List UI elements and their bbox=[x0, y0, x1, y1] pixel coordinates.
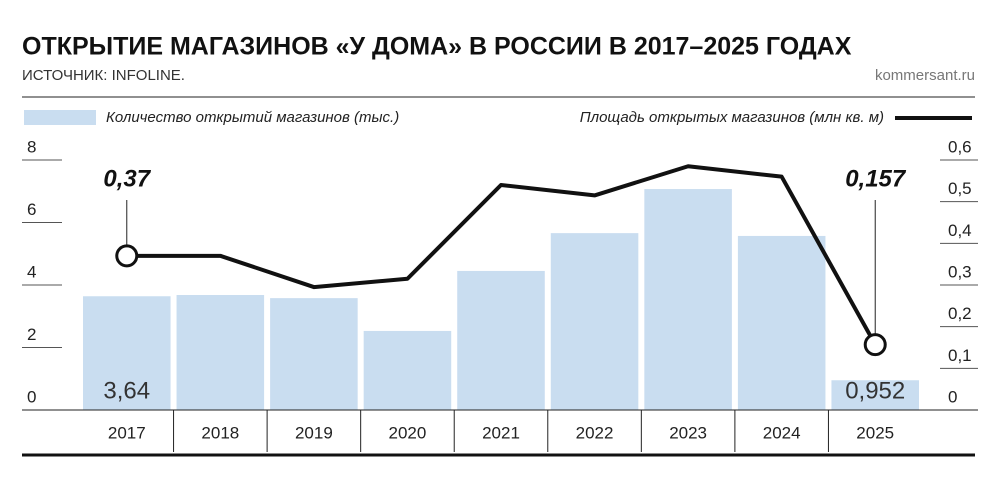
bar bbox=[831, 380, 919, 410]
line-point bbox=[863, 333, 887, 357]
line-point bbox=[115, 244, 139, 268]
x-tick-label: 2019 bbox=[295, 423, 333, 442]
legend-label: Площадь открытых магазинов (млн кв. м) bbox=[580, 109, 884, 126]
y2-tick-label: 0,1 bbox=[948, 346, 972, 365]
y2-tick-label: 0,4 bbox=[948, 221, 972, 240]
y-tick-label: 2 bbox=[27, 325, 36, 344]
y-tick-label: 0 bbox=[27, 387, 36, 406]
line-value-label: 0,37 bbox=[103, 165, 151, 192]
x-tick-label: 2025 bbox=[856, 423, 894, 442]
bar bbox=[550, 233, 639, 410]
y2-tick-label: 0,5 bbox=[948, 179, 972, 198]
y2-tick-label: 0,6 bbox=[948, 137, 972, 156]
y-tick-label: 6 bbox=[27, 200, 36, 219]
bar bbox=[737, 235, 826, 410]
bar bbox=[644, 189, 732, 410]
bar bbox=[363, 330, 452, 410]
line-value-label: 0,157 bbox=[845, 165, 907, 192]
bar bbox=[176, 295, 265, 410]
line bbox=[126, 164, 877, 346]
site: kommersant.ru bbox=[875, 67, 975, 84]
y2-tick-label: 0 bbox=[948, 387, 957, 406]
x-tick-label: 2022 bbox=[576, 423, 614, 442]
y-tick-label: 4 bbox=[27, 262, 36, 281]
y2-tick-label: 0,3 bbox=[948, 262, 972, 281]
x-tick-label: 2020 bbox=[389, 423, 427, 442]
legend-swatch bbox=[24, 110, 96, 125]
x-tick-label: 2024 bbox=[763, 423, 801, 442]
x-tick-label: 2023 bbox=[669, 423, 707, 442]
bar-value-label: 0,952 bbox=[845, 377, 905, 404]
bar-value-label: 3,64 bbox=[103, 377, 150, 404]
bar bbox=[83, 296, 171, 410]
y2-tick-label: 0,2 bbox=[948, 304, 972, 323]
x-tick-label: 2017 bbox=[108, 423, 146, 442]
bar bbox=[457, 270, 545, 410]
source: ИСТОЧНИК: INFOLINE. bbox=[22, 67, 185, 84]
x-tick-label: 2018 bbox=[201, 423, 239, 442]
bar bbox=[270, 298, 358, 410]
chart-title: ОТКРЫТИЕ МАГАЗИНОВ «У ДОМА» В РОССИИ В 2… bbox=[22, 33, 852, 61]
y-tick-label: 8 bbox=[27, 137, 36, 156]
legend-label: Количество открытий магазинов (тыс.) bbox=[106, 109, 399, 126]
x-tick-label: 2021 bbox=[482, 423, 520, 442]
